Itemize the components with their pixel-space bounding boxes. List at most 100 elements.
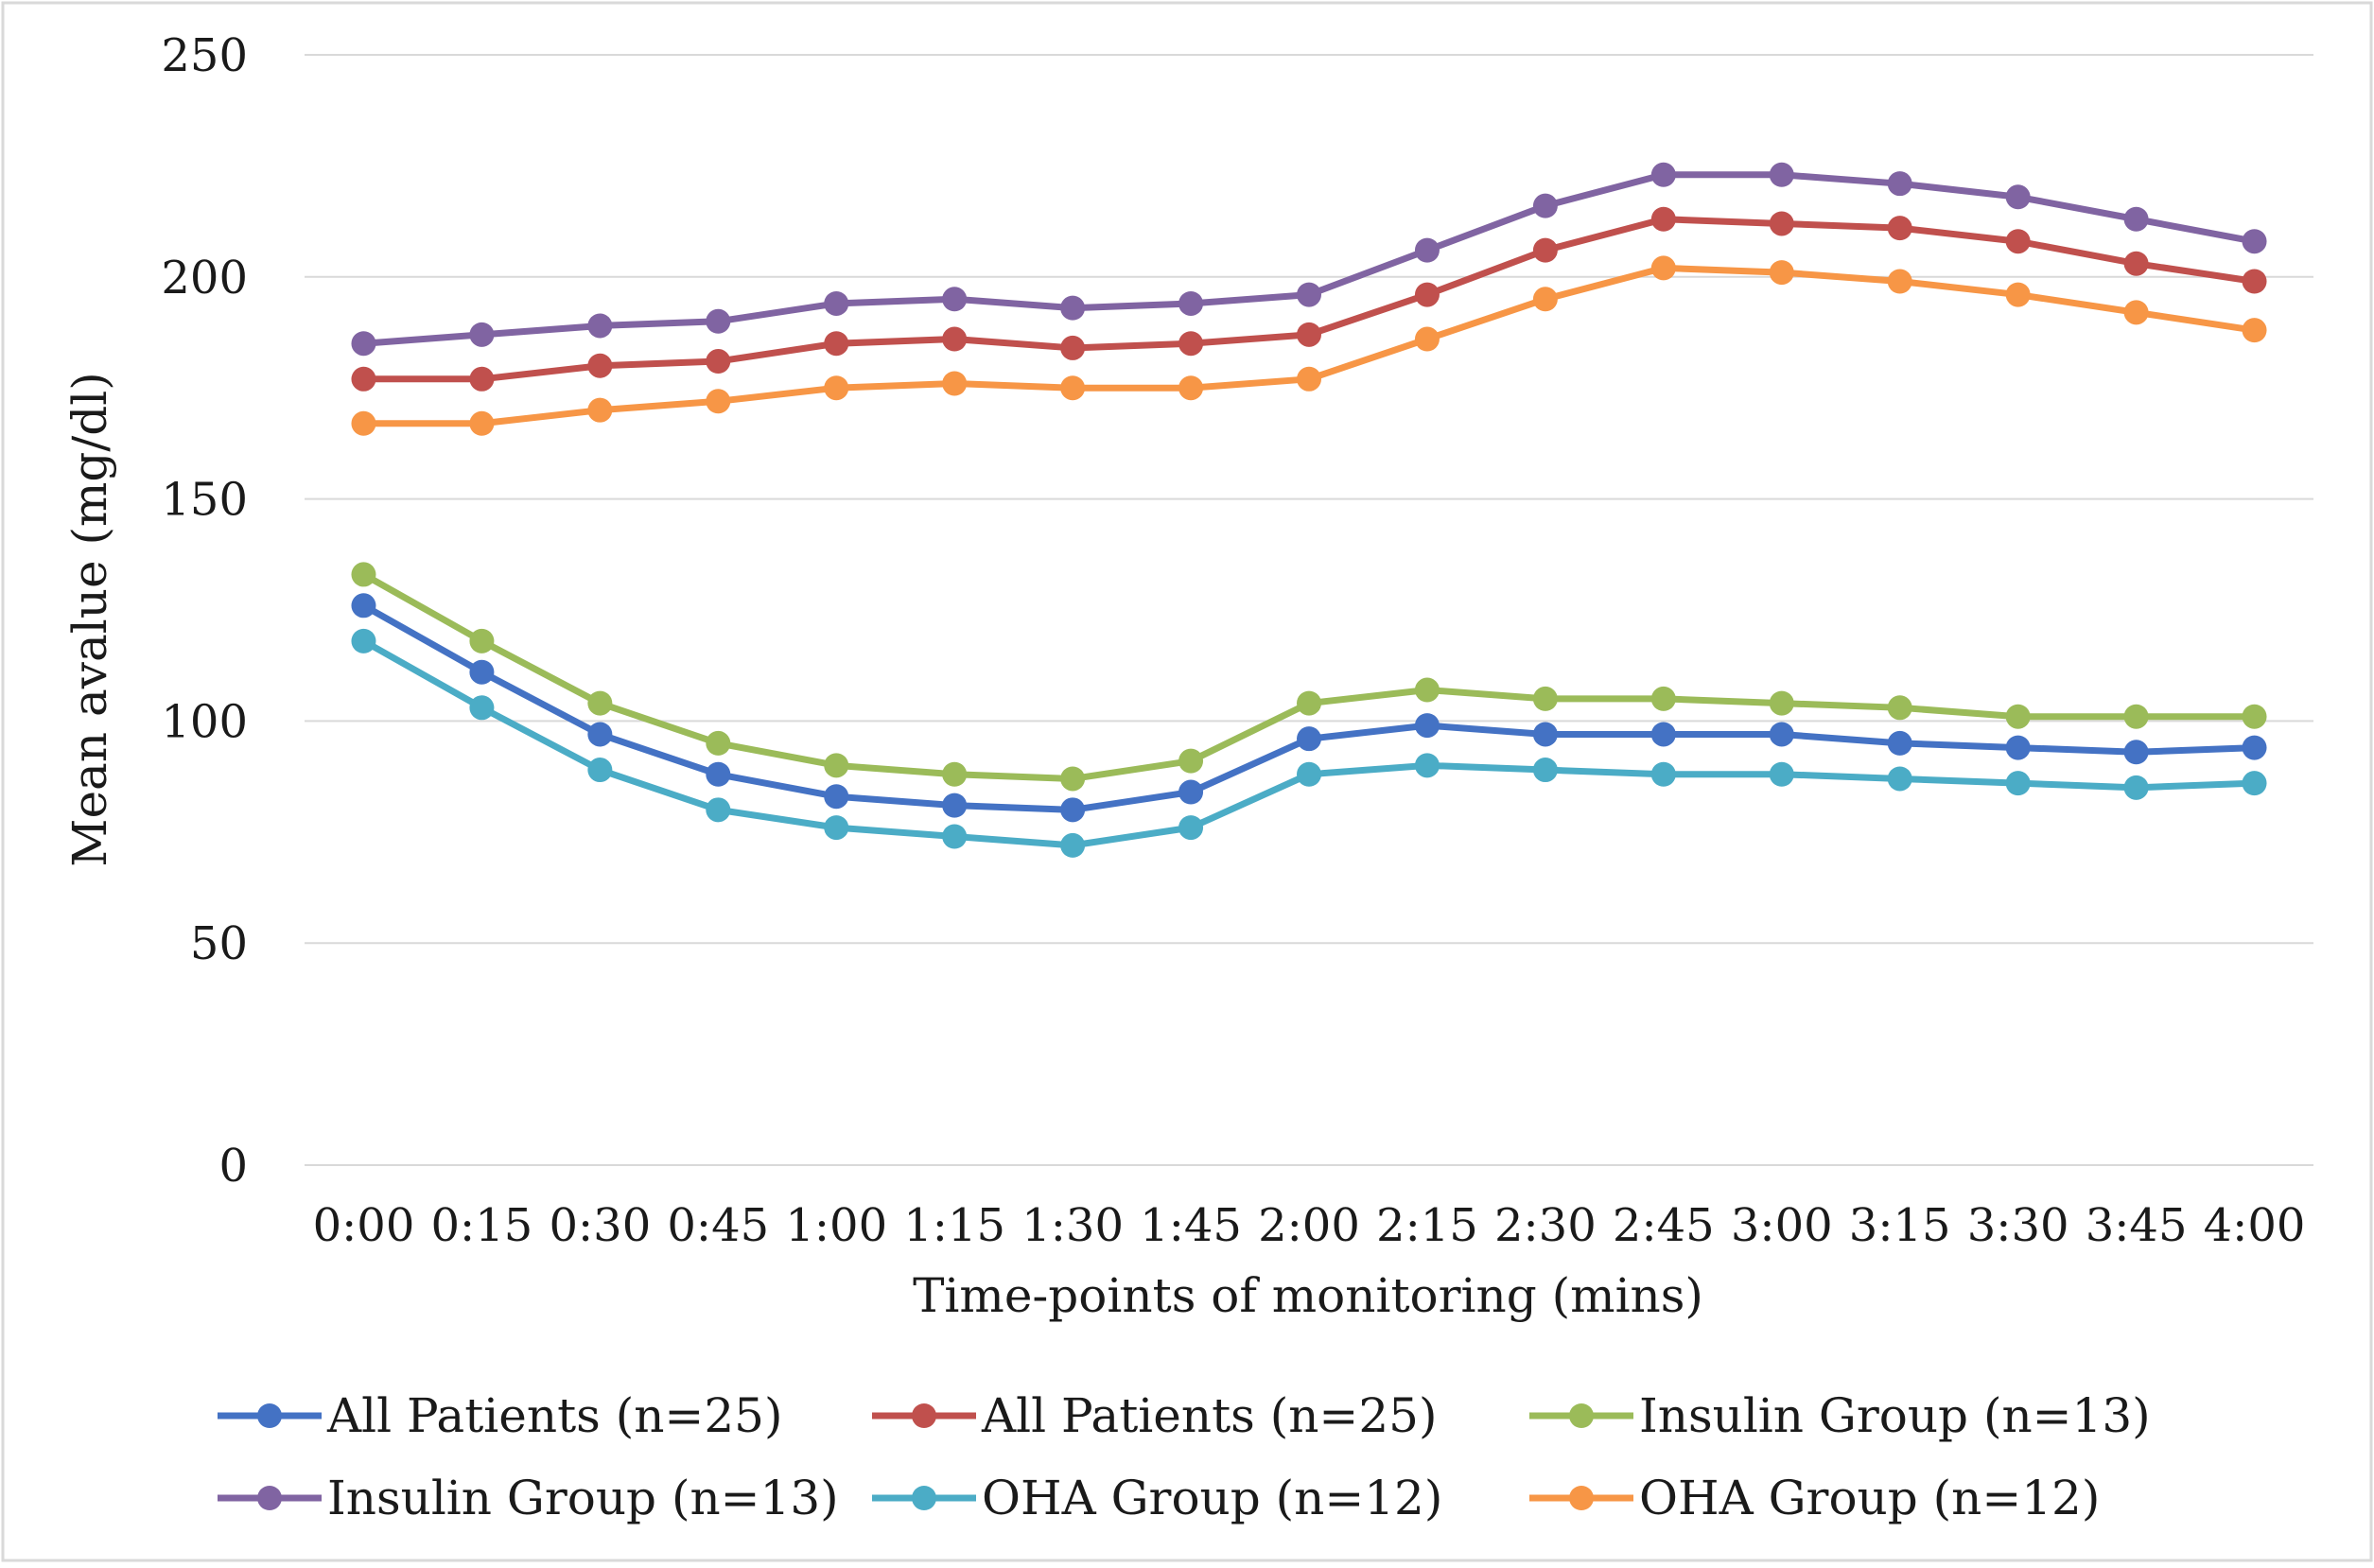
data-point	[1887, 216, 1912, 241]
data-point	[587, 353, 613, 378]
data-point	[1178, 375, 1204, 401]
data-point	[469, 695, 495, 721]
legend-swatch-marker	[912, 1486, 936, 1510]
data-point	[2123, 775, 2149, 800]
y-tick-label: 0	[218, 1140, 248, 1193]
data-point	[942, 326, 968, 352]
legend-label: All Patients (n=25)	[326, 1388, 782, 1443]
legend-label: OHA Group (n=12)	[1639, 1471, 2100, 1525]
y-axis-title: Mean avalue (mg/dl)	[62, 372, 117, 867]
data-point	[1887, 171, 1912, 197]
legend-item: All Patients (n=25)	[872, 1388, 1437, 1443]
data-point	[2123, 740, 2149, 765]
data-point	[2005, 282, 2031, 307]
data-point	[1887, 695, 1912, 721]
data-point	[1297, 726, 1321, 752]
data-point	[1769, 211, 1794, 236]
data-point	[1887, 730, 1912, 756]
y-tick-label: 100	[161, 695, 248, 748]
data-point	[351, 628, 376, 653]
x-tick-label: 2:15	[1376, 1199, 1478, 1252]
x-tick-label: 0:45	[667, 1199, 769, 1252]
data-point	[706, 308, 731, 334]
legend-item: OHA Group (n=12)	[1529, 1471, 2100, 1525]
data-point	[2123, 300, 2149, 325]
x-tick-label: 2:00	[1258, 1199, 1360, 1252]
data-point	[1414, 677, 1440, 703]
legend-swatch-marker	[257, 1403, 282, 1428]
data-point	[1769, 260, 1794, 286]
gridlines	[305, 54, 2313, 1166]
data-point	[1178, 779, 1204, 805]
data-point	[1297, 690, 1321, 716]
data-point	[1650, 206, 1676, 232]
data-point	[2123, 704, 2149, 729]
legend: All Patients (n=25) All Patients (n=25) In…	[218, 1388, 2151, 1525]
x-tick-label: 2:30	[1494, 1199, 1597, 1252]
series-2	[351, 206, 2267, 392]
legend-swatch-marker	[1569, 1486, 1594, 1510]
data-point	[351, 593, 376, 618]
series-lines	[351, 162, 2267, 858]
data-point	[1060, 832, 1086, 858]
data-point	[706, 730, 731, 756]
data-point	[1532, 758, 1558, 783]
data-point	[469, 410, 495, 436]
x-axis-title: Time-points of monitoring (mins)	[913, 1268, 1703, 1323]
x-tick-label: 1:15	[903, 1199, 1005, 1252]
data-point	[1769, 761, 1794, 787]
data-point	[2242, 269, 2267, 294]
x-tick-label: 0:15	[431, 1199, 533, 1252]
data-point	[587, 690, 613, 716]
data-point	[1414, 753, 1440, 778]
x-tick-label: 1:30	[1021, 1199, 1124, 1252]
y-tick-label: 250	[161, 29, 248, 82]
data-point	[1650, 162, 1676, 187]
data-point	[1887, 766, 1912, 792]
series-6	[351, 255, 2267, 436]
data-point	[2123, 206, 2149, 232]
x-tick-label: 1:00	[785, 1199, 887, 1252]
y-tick-label: 150	[161, 474, 248, 527]
data-point	[942, 761, 968, 787]
data-point	[1414, 282, 1440, 307]
data-point	[1532, 722, 1558, 747]
data-point	[469, 628, 495, 653]
y-tick-label: 200	[161, 252, 248, 305]
x-tick-label: 2:45	[1613, 1199, 1715, 1252]
data-point	[2005, 771, 2031, 796]
data-point	[706, 389, 731, 414]
data-point	[2242, 771, 2267, 796]
data-point	[469, 366, 495, 392]
data-point	[1769, 722, 1794, 747]
data-point	[587, 758, 613, 783]
data-point	[2242, 735, 2267, 760]
data-point	[942, 793, 968, 818]
data-point	[1532, 193, 1558, 218]
legend-label: Insulin Group (n=13)	[1639, 1388, 2151, 1443]
data-point	[587, 313, 613, 339]
y-axis-ticks: 0 50 100 150 200 250	[161, 29, 248, 1193]
data-point	[824, 290, 849, 316]
data-point	[1532, 237, 1558, 263]
data-point	[824, 784, 849, 810]
legend-item: OHA Group (n=12)	[872, 1471, 1442, 1525]
x-tick-label: 1:45	[1140, 1199, 1242, 1252]
x-axis-ticks: 0:00 0:15 0:30 0:45 1:00 1:15 1:30 1:45 2:00 2:15…	[313, 1199, 2306, 1252]
data-point	[1178, 290, 1204, 316]
x-tick-label: 3:15	[1849, 1199, 1951, 1252]
data-point	[1297, 366, 1321, 392]
legend-item: All Patients (n=25)	[218, 1388, 782, 1443]
data-point	[706, 349, 731, 375]
data-point	[1060, 797, 1086, 823]
data-point	[1060, 295, 1086, 321]
data-point	[2005, 735, 2031, 760]
x-tick-label: 3:30	[1967, 1199, 2069, 1252]
data-point	[2005, 704, 2031, 729]
data-point	[1650, 686, 1676, 711]
data-point	[351, 331, 376, 357]
series-3	[351, 562, 2267, 792]
data-point	[1650, 761, 1676, 787]
x-tick-label: 4:00	[2204, 1199, 2306, 1252]
